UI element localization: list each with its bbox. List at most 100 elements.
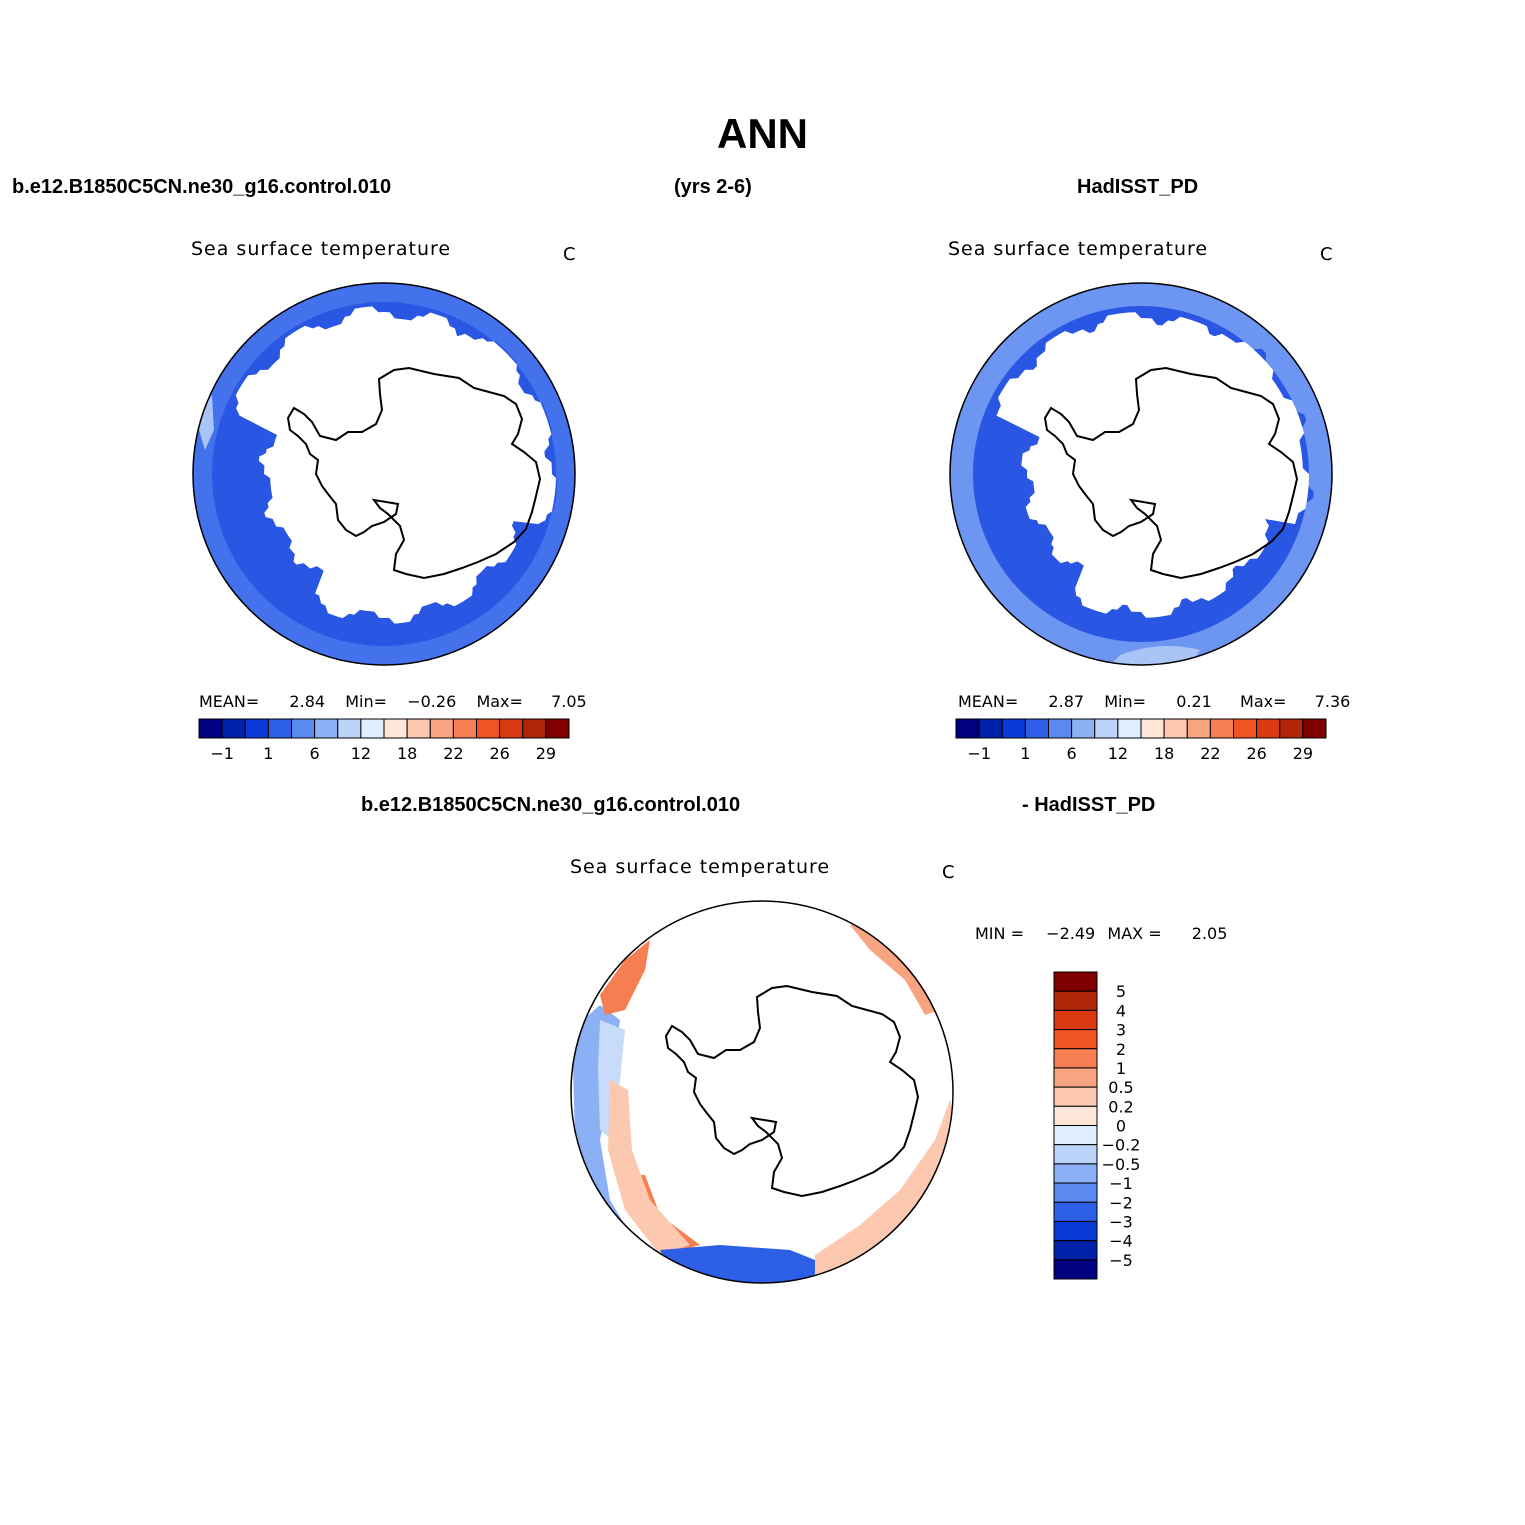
diff-colorbar-tick-label: −0.2 — [1102, 1136, 1141, 1155]
model-colorbar-swatch — [314, 718, 339, 739]
diff-stats: MIN = −2.49 MAX = 2.05 — [975, 924, 1227, 943]
diff-max-label: MAX = — [1107, 924, 1162, 943]
diff-weak-positive-region-west — [608, 1080, 690, 1255]
diff-colorbar-tick-label: −4 — [1109, 1232, 1133, 1251]
obs-colorbar-swatch — [1117, 718, 1142, 739]
diff-colorbar-tick-label: 3 — [1116, 1021, 1126, 1040]
obs-colorbar-swatch — [1233, 718, 1258, 739]
model-sst-map — [192, 282, 576, 666]
obs-colorbar-tick-label: 26 — [1246, 744, 1266, 763]
obs-mean-value: 2.87 — [1048, 692, 1085, 711]
obs-colorbar-tick-label: 12 — [1108, 744, 1128, 763]
model-colorbar-swatch — [244, 718, 269, 739]
model-colorbar-swatch — [545, 718, 570, 739]
diff-colorbar-swatch — [1053, 1182, 1098, 1203]
model-colorbar-tick-label: 12 — [351, 744, 371, 763]
diff-colorbar-swatch — [1053, 1240, 1098, 1261]
obs-colorbar-tick-label: 6 — [1067, 744, 1077, 763]
obs-colorbar-tick-label: −1 — [967, 744, 991, 763]
obs-colorbar: −1 1 6 12 18 22 26 29 — [955, 718, 1327, 763]
obs-colorbar-swatch — [1256, 718, 1281, 739]
model-min-label: Min= — [345, 692, 388, 711]
model-colorbar-swatch — [221, 718, 246, 739]
diff-title-right: - HadISST_PD — [1022, 794, 1156, 816]
diff-map-border — [570, 900, 954, 1284]
diff-positive-region-northeast — [850, 920, 940, 1015]
obs-sst-map — [949, 282, 1333, 666]
diff-map-background — [571, 901, 953, 1283]
obs-colorbar-swatch — [1024, 718, 1049, 739]
model-colorbar-swatch — [406, 718, 431, 739]
diff-colorbar-tick-label: 0 — [1116, 1117, 1126, 1136]
model-colorbar-tick-label: 29 — [536, 744, 556, 763]
model-colorbar-swatch — [522, 718, 547, 739]
diff-positive-region-northwest — [600, 940, 650, 1015]
obs-min-label: Min= — [1104, 692, 1147, 711]
diff-colorbar-tick-label: −2 — [1109, 1193, 1133, 1212]
model-mean-value: 2.84 — [289, 692, 326, 711]
diff-colorbar-swatch — [1053, 1259, 1098, 1280]
obs-min-value: 0.21 — [1176, 692, 1212, 711]
obs-colorbar-swatch — [1186, 718, 1211, 739]
diff-colorbar-swatch — [1053, 1163, 1098, 1184]
obs-colorbar-swatch — [1140, 718, 1165, 739]
diff-colorbar-tick-label: −5 — [1109, 1251, 1133, 1270]
obs-colorbar-swatch — [955, 718, 980, 739]
diff-colorbar-tick-label: 0.5 — [1108, 1078, 1133, 1097]
obs-colorbar-tick-label: 18 — [1154, 744, 1174, 763]
figure-title: ANN — [717, 110, 808, 157]
model-colorbar-tick-label: 6 — [310, 744, 320, 763]
years-header: (yrs 2-6) — [674, 176, 752, 198]
model-colorbar-swatch — [383, 718, 408, 739]
obs-colorbar-swatch — [1094, 718, 1119, 739]
model-colorbar-swatch — [452, 718, 477, 739]
diff-colorbar-swatch — [1053, 971, 1098, 992]
obs-colorbar-swatch — [1302, 718, 1327, 739]
obs-name-header: HadISST_PD — [1077, 176, 1199, 198]
diff-colorbar-swatch — [1053, 1009, 1098, 1031]
diff-panel-units: C — [942, 862, 955, 883]
model-sst-band-pale — [196, 395, 214, 450]
model-max-value: 7.05 — [551, 692, 587, 711]
model-mean-label: MEAN= — [199, 692, 260, 711]
obs-colorbar-swatch — [1163, 718, 1188, 739]
model-min-value: −0.26 — [407, 692, 457, 711]
diff-min-value: −2.49 — [1046, 924, 1096, 943]
model-colorbar-swatch — [499, 718, 524, 739]
diff-colorbar-swatch — [1053, 990, 1098, 1011]
model-map-border — [192, 282, 576, 666]
diff-colorbar-swatch — [1053, 1067, 1098, 1088]
model-colorbar-swatch — [429, 718, 454, 739]
obs-mean-label: MEAN= — [958, 692, 1019, 711]
diff-colorbar-tick-label: 2 — [1116, 1040, 1126, 1059]
diff-title-left: b.e12.B1850C5CN.ne30_g16.control.010 — [361, 794, 741, 816]
diff-colorbar-swatch — [1053, 1048, 1098, 1069]
diff-min-label: MIN = — [975, 924, 1024, 943]
model-colorbar-swatch — [337, 718, 362, 739]
diff-positive-region-east — [815, 1100, 953, 1278]
obs-colorbar-swatch — [1071, 718, 1096, 739]
diff-colorbar-tick-label: 5 — [1116, 982, 1126, 1001]
model-colorbar-tick-label: 22 — [443, 744, 463, 763]
diff-colorbar-swatch — [1053, 1144, 1098, 1165]
obs-colorbar-tick-label: 22 — [1200, 744, 1220, 763]
diff-colorbar-tick-label: 1 — [1116, 1059, 1126, 1078]
model-colorbar-swatch — [360, 718, 385, 739]
obs-colorbar-swatch — [1048, 718, 1073, 739]
model-colorbar-swatch — [476, 718, 501, 739]
diff-weak-negative-region — [598, 1020, 625, 1140]
model-colorbar-swatch — [267, 718, 292, 739]
model-max-label: Max= — [476, 692, 523, 711]
diff-colorbar-tick-label: −0.5 — [1102, 1155, 1141, 1174]
diff-colorbar-swatch — [1053, 1105, 1098, 1126]
model-colorbar: −1 1 6 12 18 22 26 29 — [198, 718, 570, 763]
obs-colorbar-swatch — [1001, 718, 1026, 739]
diff-negative-region-west — [572, 1005, 640, 1260]
model-colorbar-tick-label: 26 — [489, 744, 509, 763]
obs-colorbar-swatch — [978, 718, 1003, 739]
model-colorbar-tick-label: −1 — [210, 744, 234, 763]
model-panel-subtitle: Sea surface temperature — [191, 238, 452, 260]
obs-panel-subtitle: Sea surface temperature — [948, 238, 1209, 260]
